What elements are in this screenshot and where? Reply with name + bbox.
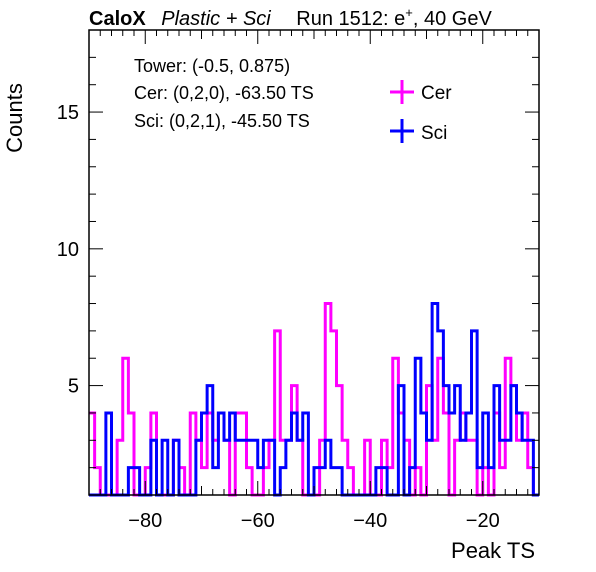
x-tick-label: −40 [353, 510, 387, 532]
legend-cer-label: Cer [421, 83, 452, 104]
legend-entry-sci: Sci [390, 119, 447, 144]
y-axis: 5 10 15 [57, 29, 539, 469]
y-tick-label: 15 [57, 102, 79, 124]
x-tick-label: −20 [466, 510, 500, 532]
positron-superscript: + [405, 5, 413, 20]
x-tick-label: −60 [241, 510, 275, 532]
chart-header: CaloX Plastic + Sci Run 1512: e+, 40 GeV [89, 5, 492, 30]
series-sci-line [89, 302, 539, 497]
legend-sci-label: Sci [421, 123, 447, 144]
energy-label: , 40 GeV [413, 8, 493, 30]
tower-text: Tower: (-0.5, 0.875) [134, 56, 290, 76]
series-layer [89, 302, 539, 497]
x-tick-label: −80 [128, 510, 162, 532]
run-label: Run 1512: e [296, 8, 405, 30]
y-tick-label: 10 [57, 239, 79, 261]
cer-info-text: Cer: (0,2,0), -63.50 TS [134, 83, 314, 103]
legend-entry-cer: Cer [390, 80, 452, 104]
info-box [125, 50, 370, 148]
y-tick-label: 5 [68, 376, 79, 398]
subtitle-label: Plastic + Sci [161, 8, 271, 30]
x-axis-title: Peak TS [451, 538, 535, 563]
y-axis-title: Counts [2, 83, 27, 153]
x-axis: −80 −60 −40 −20 [88, 30, 540, 532]
sci-info-text: Sci: (0,2,1), -45.50 TS [134, 111, 310, 131]
brand-label: CaloX [89, 8, 146, 30]
legend: Cer Sci [390, 80, 452, 144]
